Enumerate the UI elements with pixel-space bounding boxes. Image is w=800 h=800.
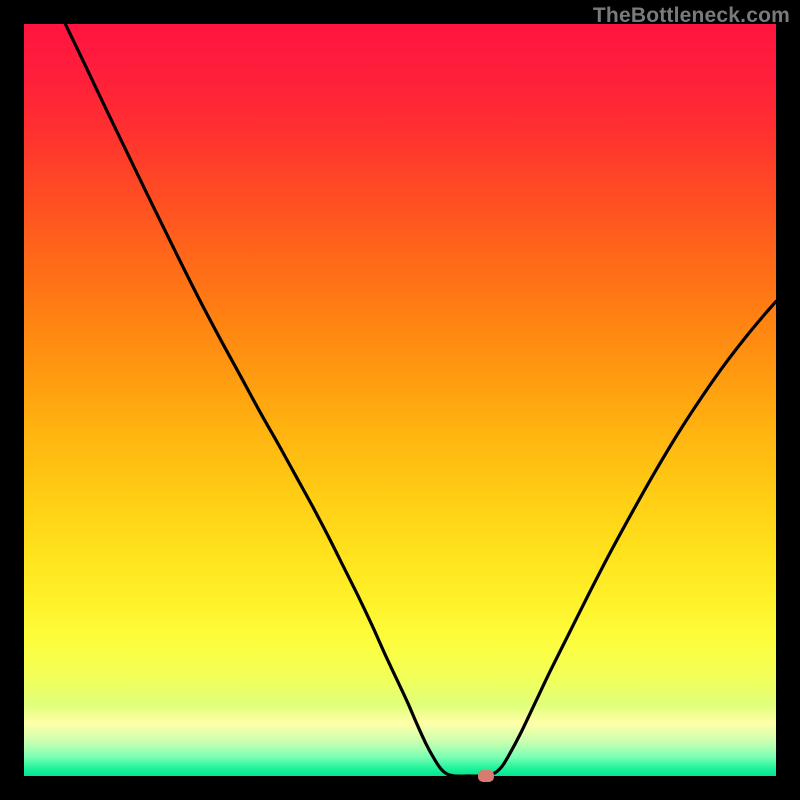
chart-root: TheBottleneck.com — [0, 0, 800, 800]
optimal-point-marker — [478, 770, 494, 782]
watermark-text: TheBottleneck.com — [593, 4, 790, 28]
plot-area — [24, 24, 776, 776]
bottleneck-curve — [24, 24, 776, 776]
